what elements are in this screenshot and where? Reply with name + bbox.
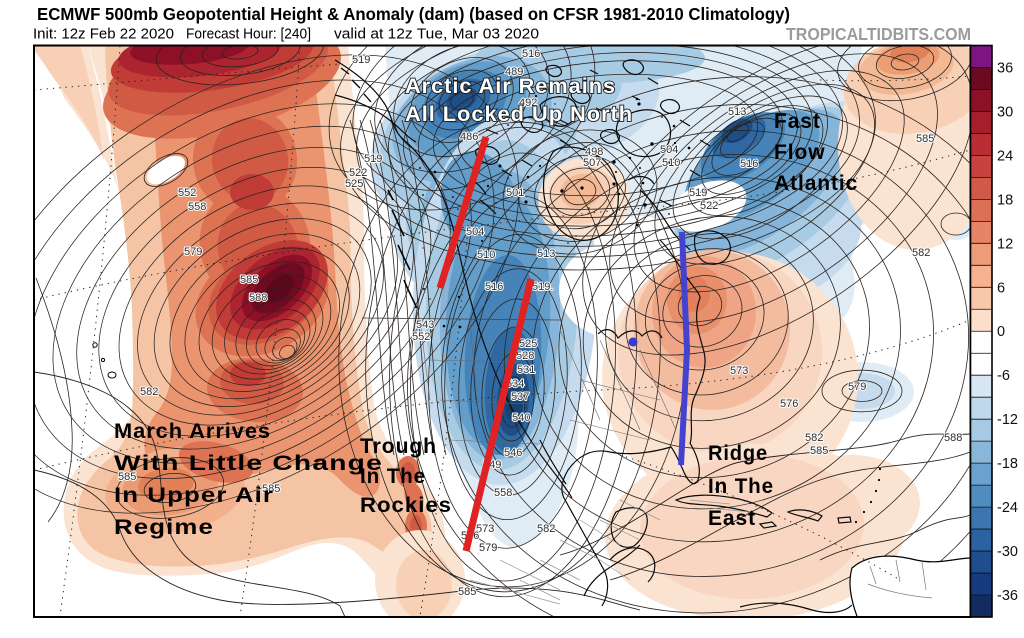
svg-text:585: 585	[118, 471, 136, 483]
svg-text:552: 552	[412, 331, 430, 343]
svg-text:Arctic Air Remains: Arctic Air Remains	[405, 75, 616, 98]
svg-text:588: 588	[944, 432, 962, 444]
svg-text:504: 504	[660, 144, 678, 156]
svg-text:576: 576	[780, 398, 798, 410]
svg-text:-6: -6	[997, 368, 1010, 384]
svg-text:In The: In The	[360, 465, 426, 488]
svg-text:585: 585	[240, 274, 258, 286]
svg-text:-30: -30	[997, 544, 1018, 560]
svg-text:579: 579	[848, 381, 866, 393]
svg-text:With Little Change: With Little Change	[114, 452, 383, 475]
svg-text:546: 546	[504, 447, 522, 459]
svg-text:540: 540	[512, 412, 530, 424]
svg-text:507: 507	[583, 157, 601, 169]
svg-text:579: 579	[184, 246, 202, 258]
svg-text:6: 6	[997, 280, 1005, 296]
svg-text:519: 519	[352, 54, 370, 66]
svg-text:516: 516	[485, 281, 503, 293]
svg-text:Rockies: Rockies	[360, 494, 452, 517]
svg-text:489: 489	[505, 66, 523, 78]
svg-text:24: 24	[997, 148, 1013, 164]
svg-text:Atlantic: Atlantic	[774, 172, 858, 195]
svg-text:519: 519	[689, 187, 707, 199]
svg-text:-36: -36	[997, 588, 1018, 604]
svg-text:504: 504	[466, 226, 484, 238]
svg-text:582: 582	[140, 386, 158, 398]
svg-text:12: 12	[997, 236, 1013, 252]
svg-text:Fast: Fast	[774, 110, 821, 133]
svg-text:36: 36	[997, 61, 1013, 77]
svg-text:516: 516	[522, 48, 540, 60]
svg-text:513: 513	[728, 106, 746, 118]
svg-text:-24: -24	[997, 500, 1018, 516]
svg-text:Trough: Trough	[360, 435, 437, 458]
svg-text:In The: In The	[708, 475, 774, 498]
svg-text:18: 18	[997, 192, 1013, 208]
svg-text:30: 30	[997, 104, 1013, 120]
svg-text:522: 522	[700, 200, 718, 212]
svg-text:573: 573	[730, 365, 748, 377]
svg-text:Regime: Regime	[114, 516, 214, 539]
svg-text:ECMWF 500mb Geopotential Heigh: ECMWF 500mb Geopotential Height & Anomal…	[37, 4, 790, 24]
svg-text:All Locked Up North: All Locked Up North	[405, 103, 633, 126]
svg-text:519: 519	[364, 153, 382, 165]
svg-text:528: 528	[516, 350, 534, 362]
svg-text:-12: -12	[997, 412, 1018, 428]
svg-text:585: 585	[810, 445, 828, 457]
svg-text:558: 558	[494, 487, 512, 499]
svg-text:486: 486	[460, 131, 478, 143]
svg-text:TROPICALTIDBITS.COM: TROPICALTIDBITS.COM	[786, 24, 971, 44]
svg-text:In Upper Air: In Upper Air	[114, 484, 274, 507]
svg-text:582: 582	[537, 523, 555, 535]
svg-text:585: 585	[916, 133, 934, 145]
svg-text:531: 531	[517, 364, 535, 376]
svg-text:582: 582	[805, 432, 823, 444]
svg-text:501: 501	[506, 187, 524, 199]
svg-text:March Arrives: March Arrives	[114, 420, 271, 443]
svg-text:537: 537	[511, 391, 529, 403]
svg-text:558: 558	[188, 201, 206, 213]
svg-text:579: 579	[479, 542, 497, 554]
svg-text:510: 510	[662, 157, 680, 169]
svg-text:573: 573	[476, 523, 494, 535]
svg-text:Ridge: Ridge	[708, 442, 768, 465]
svg-text:516: 516	[740, 158, 758, 170]
svg-text:525: 525	[519, 338, 537, 350]
svg-text:582: 582	[912, 247, 930, 259]
svg-text:585: 585	[458, 586, 476, 598]
svg-text:552: 552	[178, 187, 196, 199]
svg-text:498: 498	[585, 146, 603, 158]
svg-text:522: 522	[349, 167, 367, 179]
svg-text:510: 510	[477, 249, 495, 261]
svg-text:588: 588	[249, 292, 267, 304]
svg-text:492: 492	[519, 97, 537, 109]
svg-text:519.: 519.	[532, 281, 553, 293]
svg-text:0: 0	[997, 324, 1005, 340]
svg-text:East: East	[708, 507, 756, 530]
svg-text:513: 513	[537, 248, 555, 260]
svg-text:-18: -18	[997, 456, 1018, 472]
svg-text:Flow: Flow	[774, 141, 825, 164]
svg-text:543: 543	[416, 319, 434, 331]
svg-text:585: 585	[262, 483, 280, 495]
svg-text:525: 525	[345, 178, 363, 190]
